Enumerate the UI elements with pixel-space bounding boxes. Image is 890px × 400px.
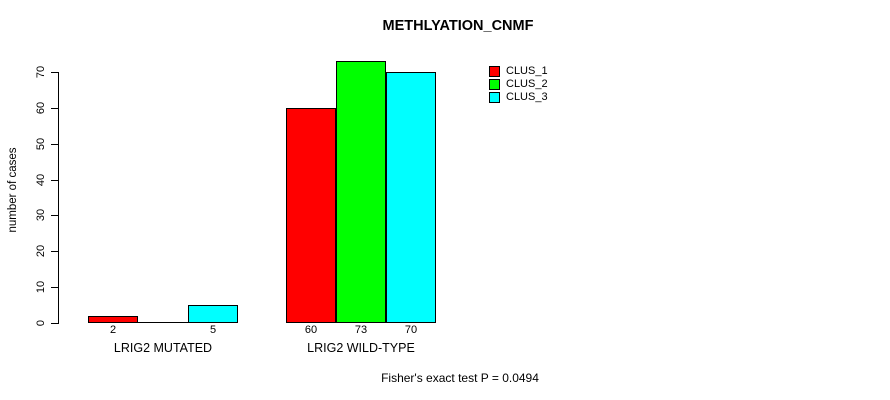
y-axis-line — [58, 72, 59, 324]
y-tick-mark — [51, 72, 58, 73]
chart-title: METHLYATION_CNMF — [382, 18, 534, 34]
y-tick-label: 70 — [35, 65, 47, 79]
legend-item-clus_3: CLUS_3 — [489, 91, 548, 103]
y-axis-title: number of cases — [7, 147, 19, 233]
bar-value-label: 73 — [354, 324, 368, 336]
category-label-lrig2-wild-type: LRIG2 WILD-TYPE — [307, 341, 415, 355]
legend-label: CLUS_2 — [506, 78, 548, 90]
legend-item-clus_2: CLUS_2 — [489, 78, 548, 90]
legend-swatch-icon — [489, 91, 500, 103]
bar-value-label: 70 — [404, 324, 418, 336]
y-tick-mark — [51, 287, 58, 288]
y-tick-label: 10 — [35, 280, 47, 294]
y-tick-label: 0 — [35, 319, 47, 327]
bar-clus_2-lrig2-wild-type — [336, 61, 386, 323]
bar-value-label: 60 — [304, 324, 318, 336]
bar-clus_2-lrig2-mutated — [138, 322, 188, 323]
legend-swatch-icon — [489, 65, 500, 77]
y-tick-label: 40 — [35, 173, 47, 187]
y-tick-mark — [51, 323, 58, 324]
y-tick-label: 20 — [35, 244, 47, 258]
legend-label: CLUS_3 — [506, 91, 548, 103]
bar-clus_3-lrig2-wild-type — [386, 72, 436, 323]
legend-swatch-icon — [489, 78, 500, 90]
y-tick-mark — [51, 180, 58, 181]
y-tick-label: 30 — [35, 208, 47, 222]
annotation-text: Fisher's exact test P = 0.0494 — [381, 371, 539, 385]
y-tick-mark — [51, 215, 58, 216]
y-tick-mark — [51, 251, 58, 252]
y-tick-mark — [51, 144, 58, 145]
legend-item-clus_1: CLUS_1 — [489, 65, 548, 77]
y-tick-label: 50 — [35, 137, 47, 151]
bar-clus_3-lrig2-mutated — [188, 305, 238, 323]
bar-value-label: 5 — [209, 324, 217, 336]
category-label-lrig2-mutated: LRIG2 MUTATED — [113, 341, 213, 355]
bar-clus_1-lrig2-mutated — [88, 316, 138, 323]
y-tick-mark — [51, 108, 58, 109]
y-tick-label: 60 — [35, 101, 47, 115]
bar-value-label: 2 — [109, 324, 117, 336]
bar-clus_1-lrig2-wild-type — [286, 108, 336, 323]
legend-label: CLUS_1 — [506, 65, 548, 77]
